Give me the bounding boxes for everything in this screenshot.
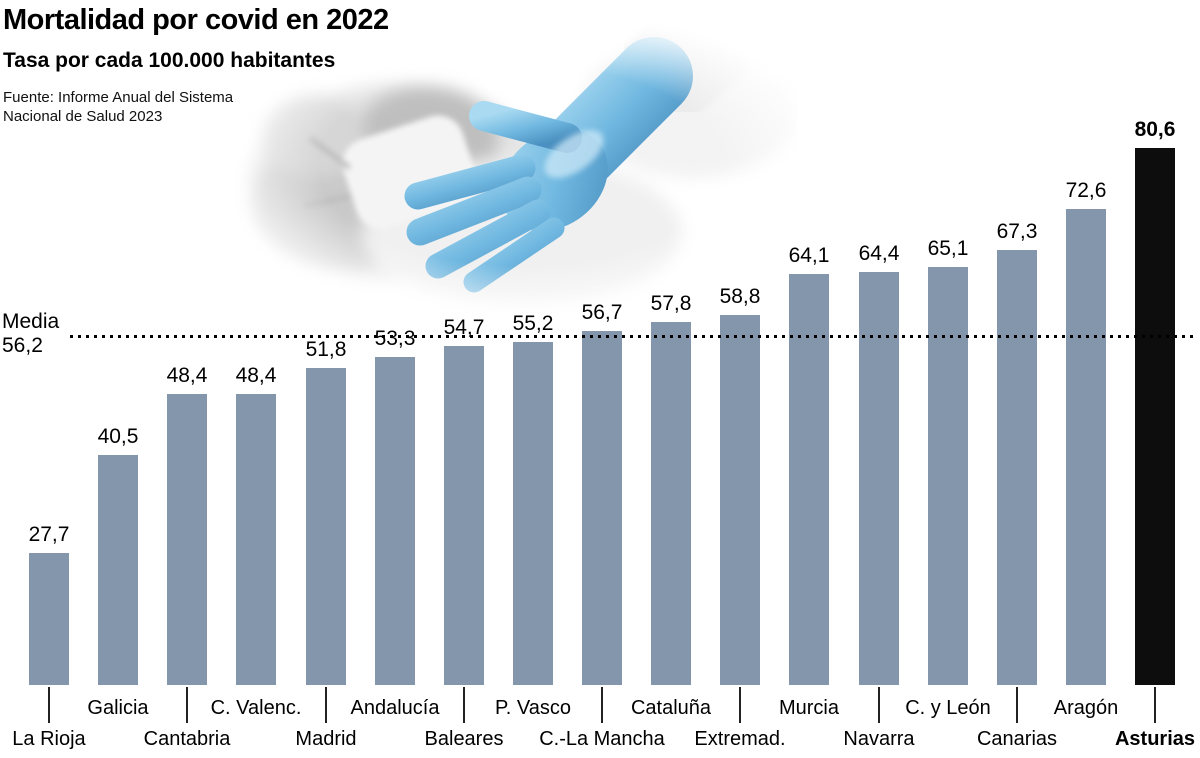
bar-value-label-canarias: 67,3 <box>996 220 1038 243</box>
bar-extremad <box>720 315 760 685</box>
category-label-andaluc-a: Andalucía <box>350 697 440 719</box>
category-label-la-rioja: La Rioja <box>12 728 86 750</box>
bar-navarra <box>859 272 899 685</box>
category-label-extremad: Extremad. <box>694 728 786 750</box>
chart-title: Mortalidad por covid en 2022 <box>3 4 389 36</box>
source-line-2: Nacional de Salud 2023 <box>3 108 163 125</box>
bar-value-label-c-valenc: 48,4 <box>235 364 277 387</box>
bar-c-y-le-n <box>928 267 968 685</box>
category-label-c-la-mancha: C.-La Mancha <box>539 728 665 750</box>
axis-tick-extremad <box>739 687 741 723</box>
bar-la-rioja <box>29 553 69 685</box>
average-label: Media 56,2 <box>2 310 66 358</box>
bar-value-label-catalu-a: 57,8 <box>650 292 692 315</box>
category-label-c-y-le-n: C. y León <box>905 697 991 719</box>
category-label-c-valenc: C. Valenc. <box>210 697 302 719</box>
category-label-canarias: Canarias <box>976 728 1058 750</box>
bar-value-label-p-vasco: 55,2 <box>512 312 554 335</box>
bar-value-label-navarra: 64,4 <box>858 242 900 265</box>
bar-value-label-la-rioja: 27,7 <box>28 523 70 546</box>
bar-arag-n <box>1066 209 1106 685</box>
bar-value-label-c-la-mancha: 56,7 <box>581 301 623 324</box>
category-label-arag-n: Aragón <box>1053 697 1119 719</box>
bar-value-label-murcia: 64,1 <box>788 244 830 267</box>
axis-tick-baleares <box>463 687 465 723</box>
axis-tick-c-la-mancha <box>601 687 603 723</box>
bar-madrid <box>306 368 346 685</box>
axis-tick-cantabria <box>186 687 188 723</box>
chart-source: Fuente: Informe Anual del Sistema Nacion… <box>3 88 233 126</box>
patient-photo-illustration <box>247 0 802 308</box>
bar-value-label-c-y-le-n: 65,1 <box>927 237 969 260</box>
category-label-madrid: Madrid <box>295 728 357 750</box>
category-label-p-vasco: P. Vasco <box>495 697 571 719</box>
axis-tick-madrid <box>325 687 327 723</box>
chart-subtitle: Tasa por cada 100.000 habitantes <box>3 49 336 72</box>
source-line-1: Fuente: Informe Anual del Sistema <box>3 89 234 106</box>
bar-value-label-asturias: 80,6 <box>1134 118 1176 141</box>
average-value: 56,2 <box>2 334 43 357</box>
bar-andaluc-a <box>375 357 415 685</box>
bar-cantabria <box>167 394 207 685</box>
bar-value-label-extremad: 58,8 <box>719 285 761 308</box>
average-dotted-line <box>62 335 1198 338</box>
bar-baleares <box>444 346 484 685</box>
average-label-text: Media <box>2 310 60 333</box>
bar-catalu-a <box>651 322 691 685</box>
category-label-navarra: Navarra <box>843 728 915 750</box>
bar-c-valenc <box>236 394 276 685</box>
bar-value-label-andaluc-a: 53,3 <box>374 327 416 350</box>
bar-asturias <box>1135 148 1175 685</box>
axis-tick-asturias <box>1154 687 1156 723</box>
axis-tick-canarias <box>1016 687 1018 723</box>
blue-glove-icon <box>404 37 693 293</box>
bar-value-label-galicia: 40,5 <box>97 425 139 448</box>
bar-value-label-madrid: 51,8 <box>305 338 347 361</box>
axis-tick-navarra <box>878 687 880 723</box>
bar-value-label-cantabria: 48,4 <box>166 364 208 387</box>
bar-murcia <box>789 274 829 685</box>
bar-value-label-baleares: 54,7 <box>443 316 485 339</box>
category-label-catalu-a: Cataluña <box>630 697 712 719</box>
bar-value-label-arag-n: 72,6 <box>1065 179 1107 202</box>
category-label-cantabria: Cantabria <box>143 728 231 750</box>
axis-tick-la-rioja <box>48 687 50 723</box>
category-label-murcia: Murcia <box>778 697 839 719</box>
bar-c-la-mancha <box>582 331 622 685</box>
category-label-baleares: Baleares <box>424 728 504 750</box>
bar-canarias <box>997 250 1037 685</box>
category-label-asturias: Asturias <box>1114 728 1196 750</box>
category-label-galicia: Galicia <box>87 697 149 719</box>
bar-galicia <box>98 455 138 685</box>
patient-gloved-hand-photo <box>222 0 802 313</box>
bar-p-vasco <box>513 342 553 685</box>
